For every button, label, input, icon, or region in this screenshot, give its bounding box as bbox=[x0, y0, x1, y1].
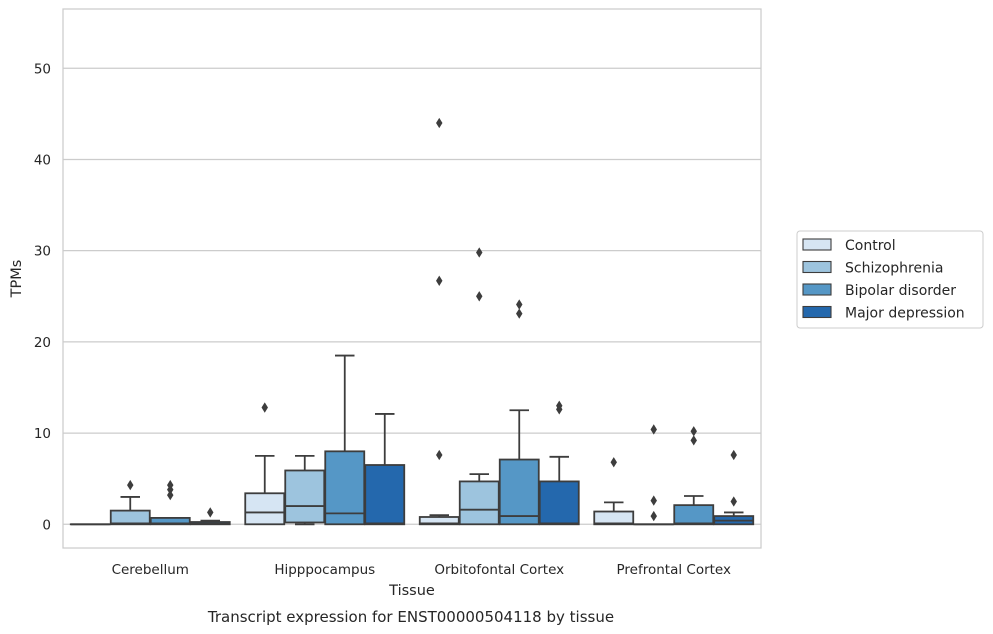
x-tick-label: Cerebellum bbox=[112, 562, 189, 578]
outlier-point bbox=[516, 308, 523, 319]
x-tick-label: Orbitofontal Cortex bbox=[434, 562, 564, 578]
legend-swatch bbox=[802, 305, 832, 319]
y-tick-label: 0 bbox=[42, 517, 51, 533]
box bbox=[458, 480, 500, 526]
x-axis-title: Tissue bbox=[388, 583, 435, 599]
box bbox=[109, 509, 151, 526]
outlier-point bbox=[436, 117, 443, 129]
outlier-point bbox=[436, 275, 443, 286]
legend-label: Major depression bbox=[845, 306, 965, 322]
box-group bbox=[713, 449, 755, 526]
box bbox=[418, 516, 460, 526]
plot-frame bbox=[62, 8, 762, 549]
box-group bbox=[149, 479, 191, 526]
box-group bbox=[189, 507, 231, 526]
y-tick-labels: 0 10 20 30 40 50 bbox=[34, 61, 51, 533]
outlier-point bbox=[690, 426, 697, 437]
box bbox=[538, 480, 580, 526]
outlier-point bbox=[207, 507, 214, 518]
box-group bbox=[364, 413, 406, 526]
outlier-point bbox=[556, 400, 563, 411]
outlier-point bbox=[650, 510, 657, 522]
y-tick-label: 20 bbox=[34, 335, 51, 351]
box-group bbox=[593, 457, 635, 526]
x-tick-label: Hipppocampus bbox=[274, 562, 375, 578]
box bbox=[324, 450, 366, 526]
outlier-point bbox=[476, 247, 483, 258]
legend-label: Bipolar disorder bbox=[845, 283, 956, 299]
box-group bbox=[538, 400, 580, 526]
outlier-point bbox=[650, 495, 657, 506]
outlier-point bbox=[261, 402, 268, 413]
outlier-point bbox=[167, 489, 174, 501]
box-series bbox=[69, 117, 755, 526]
y-axis-title: TPMs bbox=[9, 260, 25, 299]
outlier-point bbox=[610, 457, 617, 468]
outlier-point bbox=[690, 435, 697, 446]
box bbox=[364, 464, 406, 526]
box bbox=[498, 458, 540, 526]
box bbox=[673, 504, 715, 526]
box-group bbox=[324, 354, 366, 526]
outlier-point bbox=[650, 424, 657, 435]
box-group bbox=[673, 426, 715, 526]
y-tick-label: 50 bbox=[34, 61, 51, 77]
outlier-point bbox=[516, 299, 523, 310]
figure-caption: Transcript expression for ENST0000050411… bbox=[207, 608, 614, 626]
box bbox=[149, 517, 191, 526]
box-group bbox=[498, 299, 540, 526]
outlier-point bbox=[476, 291, 483, 302]
outlier-point bbox=[127, 479, 134, 491]
legend-label: Schizophrenia bbox=[845, 261, 943, 277]
outlier-point bbox=[730, 496, 737, 507]
legend-swatch bbox=[802, 238, 832, 251]
box-group bbox=[458, 247, 500, 526]
y-tick-label: 40 bbox=[34, 152, 51, 168]
y-tick-label: 10 bbox=[34, 426, 51, 442]
box bbox=[244, 492, 286, 526]
legend-frame bbox=[796, 230, 984, 329]
outlier-point bbox=[167, 479, 174, 491]
box-group bbox=[418, 117, 460, 526]
box-group bbox=[244, 402, 286, 526]
legend-swatch bbox=[802, 260, 832, 274]
box bbox=[284, 469, 326, 524]
x-tick-labels: Cerebellum Hipppocampus Orbitofontal Corte… bbox=[112, 562, 731, 578]
legend-swatch bbox=[802, 283, 832, 296]
box-group bbox=[633, 424, 675, 526]
box bbox=[593, 510, 635, 526]
box-group bbox=[284, 454, 326, 526]
box-group bbox=[109, 479, 151, 526]
legend: Control Schizophrenia Bipolar disorder Majo… bbox=[796, 230, 984, 329]
x-tick-label: Prefrontal Cortex bbox=[617, 562, 731, 578]
outlier-point bbox=[436, 449, 443, 461]
y-tick-label: 30 bbox=[34, 244, 51, 260]
outlier-point bbox=[730, 449, 737, 461]
legend-label: Control bbox=[845, 238, 896, 254]
